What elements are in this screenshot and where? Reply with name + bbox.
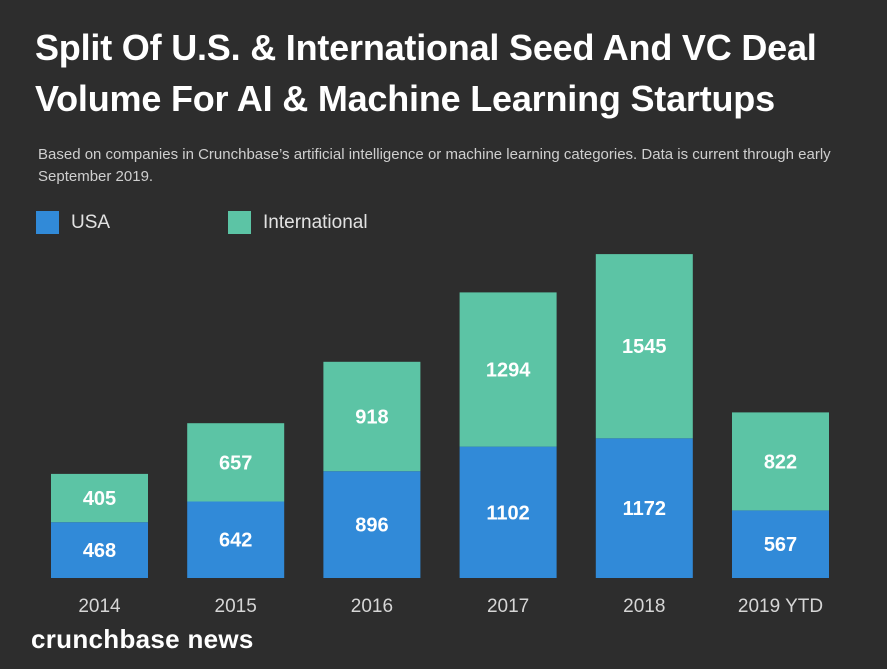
x-tick-label: 2019 YTD [738,596,823,617]
brand-logo: crunchbase news [31,624,254,654]
bar-usa-2018 [595,438,693,578]
legend-swatch-international [228,211,251,234]
data-label-usa-2019-ytd: 567 [764,534,797,556]
chart-subtitle: Based on companies in Crunchbase’s artif… [38,146,831,185]
data-label-international-2018: 1545 [622,336,667,358]
data-label-usa-2018: 1172 [623,498,666,520]
data-label-international-2019-ytd: 822 [764,451,797,473]
bar-usa-2017 [459,446,557,578]
legend-swatch-usa [36,211,59,234]
bar-usa-2014 [51,522,148,578]
bar-usa-2015 [187,501,285,578]
x-tick-label: 2014 [78,596,121,617]
data-label-usa-2016: 896 [355,515,388,537]
bar-usa-2019-ytd [732,510,829,578]
legend-item-usa: USA [36,211,110,234]
bar-international-2016 [323,361,421,472]
data-label-usa-2017: 1102 [486,502,529,524]
data-label-international-2016: 918 [355,407,388,429]
chart-title: Split Of U.S. & International Seed And V… [35,27,817,119]
legend-item-international: International [228,211,368,234]
bar-international-2017 [459,292,557,447]
bar-international-2014 [51,473,148,523]
bar-international-2015 [187,423,285,502]
legend-label-usa: USA [71,211,111,233]
x-tick-label: 2015 [215,596,257,617]
data-label-international-2014: 405 [83,488,116,510]
data-label-international-2017: 1294 [486,360,531,382]
x-tick-label: 2016 [351,596,393,617]
bar-international-2019-ytd [732,412,829,511]
legend-label-international: International [263,211,368,233]
data-label-usa-2015: 642 [219,530,252,552]
x-tick-label: 2018 [623,596,665,617]
data-label-usa-2014: 468 [83,540,116,562]
data-label-international-2015: 657 [219,452,252,474]
bar-international-2018 [595,254,693,439]
bar-usa-2016 [323,471,421,578]
x-tick-label: 2017 [487,596,529,617]
